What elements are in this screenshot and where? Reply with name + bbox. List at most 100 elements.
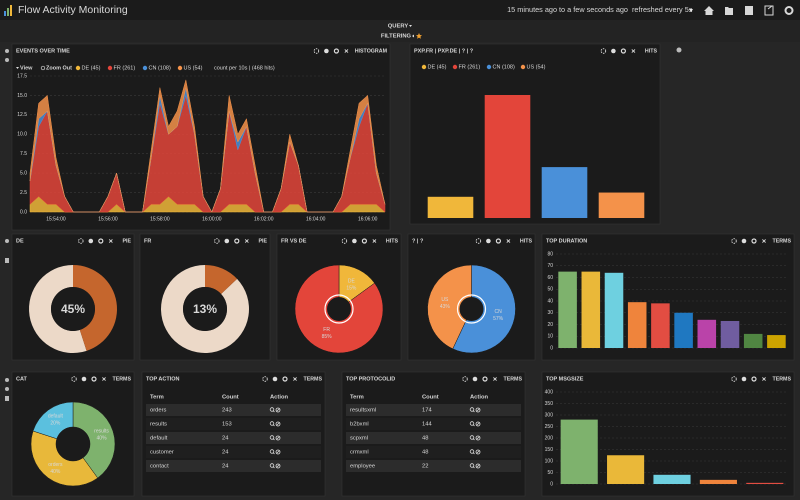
settings-icon[interactable] [91,376,97,382]
exclude-icon[interactable] [475,463,481,469]
spinner-icon[interactable] [731,376,737,382]
info-icon[interactable] [224,238,230,244]
row-settings-icon[interactable] [5,58,9,62]
row-list-icon[interactable] [5,396,9,401]
open-icon[interactable] [725,7,733,15]
close-icon [506,239,511,243]
pie-hole [459,297,484,321]
spinner-icon[interactable] [214,238,220,244]
settings-icon[interactable] [751,238,757,244]
bar [558,271,577,348]
filter-icon[interactable] [469,407,475,412]
info-icon[interactable] [324,48,329,54]
pie-hole [327,297,351,321]
row-add-icon[interactable] [5,49,9,53]
spinner-icon[interactable] [341,238,348,244]
info-icon[interactable] [741,238,747,244]
exclude-icon[interactable] [475,435,481,441]
home-icon[interactable] [704,6,714,15]
legend-label: FR (261) [459,64,481,70]
legend-label: US (54) [184,65,203,71]
spinner-icon[interactable] [731,238,737,244]
legend-swatch [107,65,113,71]
spinner-icon[interactable] [71,376,77,382]
view-button[interactable]: View [20,65,33,71]
info-icon[interactable] [81,376,87,382]
filter-icon[interactable] [469,463,475,468]
info-icon[interactable] [272,376,278,382]
settings-icon[interactable] [751,376,757,382]
settings-icon[interactable] [98,238,104,244]
filter-icon[interactable] [469,449,475,454]
panel-title: CAT [16,376,28,382]
panel-kind: TERMS [303,376,322,382]
refresh-rate[interactable]: refreshed every 5s [632,5,693,14]
timespan[interactable]: 15 minutes ago to a few seconds ago [507,5,628,14]
row-settings-icon[interactable] [676,47,682,53]
filter-icon[interactable] [269,463,275,468]
filter-icon[interactable] [269,407,275,412]
spinner-icon[interactable] [313,48,320,54]
exclude-icon-slash [476,450,480,454]
legend-swatch [421,64,427,70]
settings-icon[interactable] [234,238,240,244]
info-icon[interactable] [741,376,747,382]
query-toggle[interactable]: QUERY [388,24,409,30]
exclude-icon[interactable] [275,435,281,441]
slice-category: default [48,414,64,420]
exclude-icon[interactable] [275,407,281,413]
legend-label: CN (108) [149,65,171,71]
info-icon[interactable] [472,376,478,382]
bar [581,271,601,348]
settings-icon[interactable] [282,376,288,382]
settings-icon[interactable] [495,238,501,244]
exclude-icon[interactable] [275,449,281,455]
settings-icon[interactable] [620,48,627,54]
y-tick-label: 60 [547,275,553,281]
settings-icon[interactable] [784,6,794,15]
info-icon[interactable] [486,238,491,244]
info-icon[interactable] [88,238,94,244]
filter-icon[interactable] [269,421,275,426]
settings-icon[interactable] [482,376,488,382]
row-settings-icon[interactable] [5,378,9,382]
y-tick-label: 30 [547,310,553,316]
filter-icon[interactable] [469,421,475,426]
filtering-toggle[interactable]: FILTERING [381,34,412,40]
filter-icon[interactable] [269,449,275,454]
exclude-icon[interactable] [275,421,281,427]
info-icon[interactable] [352,238,357,244]
spinner-icon[interactable] [600,48,607,54]
info-icon[interactable] [611,48,616,54]
star-icon[interactable] [416,33,422,39]
settings-icon[interactable] [361,238,367,244]
settings-icon[interactable] [333,48,339,54]
y-tick-label: 0 [550,481,553,487]
filter-icon[interactable] [469,435,475,440]
zoom-out-button[interactable]: Zoom Out [46,65,72,71]
bar [607,455,645,484]
row-list-icon[interactable] [5,258,9,263]
row-settings-icon[interactable] [5,239,9,243]
legend-label: DE (45) [428,64,447,70]
exclude-icon[interactable] [475,421,481,427]
close-icon [293,377,297,381]
spinner-icon[interactable] [262,376,268,382]
bar [699,479,737,484]
exclude-icon[interactable] [475,449,481,455]
donut-slice [73,265,118,351]
save-icon[interactable] [745,6,753,15]
spinner-icon[interactable] [78,238,84,244]
slice-category: CN [495,309,503,315]
spinner-icon[interactable] [475,238,482,244]
share-icon[interactable] [764,5,774,16]
table-row [146,460,321,472]
exclude-icon-slash [276,436,280,440]
spinner-icon[interactable] [462,376,468,382]
filter-icon[interactable] [269,435,275,440]
row-add-icon[interactable] [5,387,9,391]
exclude-icon[interactable] [275,463,281,469]
exclude-icon[interactable] [475,407,481,413]
legend-swatch [142,65,148,71]
